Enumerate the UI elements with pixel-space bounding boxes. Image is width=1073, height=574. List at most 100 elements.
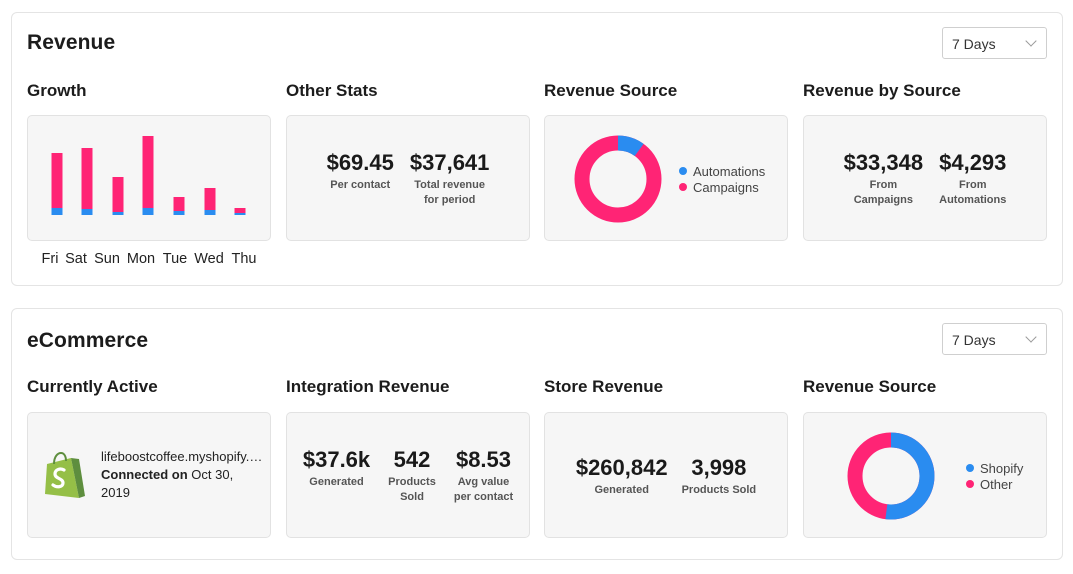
revenue-source-donut: [574, 135, 662, 223]
store-revenue-title: Store Revenue: [544, 377, 664, 396]
products-sold-value: 542: [393, 447, 431, 472]
store-products-value: 3,998: [691, 455, 747, 480]
ecom-revenue-source-legend: Shopify Other: [966, 460, 1023, 492]
bar-campaigns-fri: [51, 153, 63, 208]
integration-revenue-title: Integration Revenue: [286, 377, 450, 396]
total-revenue-stat: $37,641 Total revenue for period: [410, 150, 490, 208]
from-automations-value: $4,293: [939, 150, 1007, 175]
donut-slice-campaigns: [574, 135, 662, 223]
bar-campaigns-tue: [173, 197, 185, 211]
revenue-source-legend: Automations Campaigns: [679, 163, 765, 195]
from-automations-stat: $4,293 From Automations: [939, 150, 1006, 208]
growth-card: [27, 115, 271, 241]
store-domain[interactable]: lifeboostcoffee.myshopify.com: [101, 449, 265, 464]
avg-value: $8.53: [455, 447, 512, 472]
integration-revenue-card: $37.6k Generated 542 Products Sold $8.53…: [286, 412, 530, 538]
bar-campaigns-sat: [81, 148, 93, 209]
bar-automations-tue: [173, 211, 185, 215]
legend-label: Shopify: [980, 460, 1024, 476]
revenue-by-source-title: Revenue by Source: [803, 81, 961, 100]
from-automations-label: Automations: [939, 194, 1007, 206]
chevron-down-icon: [1025, 35, 1037, 47]
day-label: Fri: [41, 251, 59, 267]
store-connection-info: lifeboostcoffee.myshopify.com Connected …: [101, 448, 265, 502]
bar-automations-fri: [51, 208, 63, 215]
currently-active-card: lifeboostcoffee.myshopify.com Connected …: [27, 412, 271, 538]
legend-label: Campaigns: [693, 179, 759, 195]
bar-automations-sat: [81, 209, 93, 215]
generated-stat: $37.6k Generated: [303, 447, 370, 490]
automations-dot: [679, 167, 687, 175]
connected-label: Connected on: [101, 467, 188, 482]
growth-bar-chart: [51, 136, 246, 215]
day-label: Sat: [65, 251, 87, 267]
other-dot: [966, 480, 974, 488]
from-campaigns-stat: $33,348 From Campaigns: [844, 150, 924, 208]
products-sold-label: Products: [388, 476, 436, 488]
total-revenue-value: $37,641: [409, 150, 490, 175]
growth-title: Growth: [27, 81, 87, 100]
currently-active-title: Currently Active: [27, 377, 158, 396]
from-automations-label: From: [959, 179, 987, 191]
from-campaigns-label: Campaigns: [853, 194, 913, 206]
store-generated-stat: $260,842 Generated: [576, 455, 668, 498]
revenue-panel-title: Revenue: [27, 31, 116, 54]
bar-campaigns-mon: [142, 136, 154, 208]
avg-value-label: Avg value: [457, 476, 510, 488]
chevron-down-icon: [1025, 331, 1037, 343]
store-generated-value: $260,842: [575, 455, 668, 480]
store-products-label: Products Sold: [681, 484, 757, 496]
other-stats-title: Other Stats: [286, 81, 378, 100]
products-sold-label: Sold: [400, 491, 424, 503]
bar-automations-thu: [234, 213, 246, 215]
from-campaigns-value: $33,348: [843, 150, 924, 175]
bar-automations-wed: [204, 210, 216, 215]
store-generated-label: Generated: [594, 484, 649, 496]
from-campaigns-label: From: [869, 179, 898, 191]
revenue-period-select[interactable]: 7 Days: [942, 27, 1047, 59]
legend-item: Automations: [679, 163, 765, 179]
ecommerce-panel-title: eCommerce: [27, 329, 149, 352]
store-products-stat: 3,998 Products Sold: [682, 455, 757, 498]
revenue-panel: Revenue 7 Days Growth Fri Sat Sun Mon Tu…: [11, 12, 1063, 286]
products-sold-stat: 542 Products Sold: [388, 447, 436, 505]
total-revenue-label: for period: [423, 194, 476, 206]
bar-automations-sun: [112, 212, 124, 215]
legend-item: Campaigns: [679, 179, 765, 195]
per-contact-value: $69.45: [326, 150, 394, 175]
revenue-by-source-card: $33,348 From Campaigns $4,293 From Autom…: [803, 115, 1047, 241]
avg-value-stat: $8.53 Avg value per contact: [454, 447, 513, 505]
legend-label: Other: [980, 476, 1013, 492]
ecom-revenue-source-donut: [847, 432, 935, 520]
generated-label: Generated: [309, 476, 364, 488]
day-label: Tue: [162, 251, 188, 267]
revenue-period-value: 7 Days: [952, 36, 996, 52]
shopify-dot: [966, 464, 974, 472]
bar-automations-mon: [142, 208, 154, 215]
campaigns-dot: [679, 183, 687, 191]
ecommerce-period-select[interactable]: 7 Days: [942, 323, 1047, 355]
bar-campaigns-sun: [112, 177, 124, 212]
day-label: Wed: [194, 251, 224, 267]
generated-value: $37.6k: [302, 447, 371, 472]
legend-label: Automations: [693, 163, 766, 179]
day-label: Sun: [94, 251, 120, 267]
legend-item: Shopify: [966, 460, 1023, 476]
day-label: Thu: [231, 251, 257, 267]
donut-slice-automations: [574, 135, 662, 223]
ecom-revenue-source-title: Revenue Source: [803, 377, 937, 396]
donut-slice-shopify: [847, 432, 935, 520]
connected-date: Oct 30, 2019: [101, 467, 234, 500]
per-contact-label: Per contact: [330, 179, 391, 191]
per-contact-stat: $69.45 Per contact: [327, 150, 394, 193]
day-label: Mon: [126, 251, 156, 267]
avg-value-label: per contact: [453, 491, 514, 503]
shopify-bag-icon: [45, 451, 85, 498]
ecommerce-period-value: 7 Days: [952, 332, 996, 348]
bar-campaigns-wed: [204, 188, 216, 210]
revenue-source-title: Revenue Source: [544, 81, 678, 100]
other-stats-card: $69.45 Per contact $37,641 Total revenue…: [286, 115, 530, 241]
ecommerce-panel: eCommerce 7 Days Currently Active lifebo…: [11, 308, 1063, 560]
ecom-revenue-source-card: Shopify Other: [803, 412, 1047, 538]
store-revenue-card: $260,842 Generated 3,998 Products Sold: [544, 412, 788, 538]
